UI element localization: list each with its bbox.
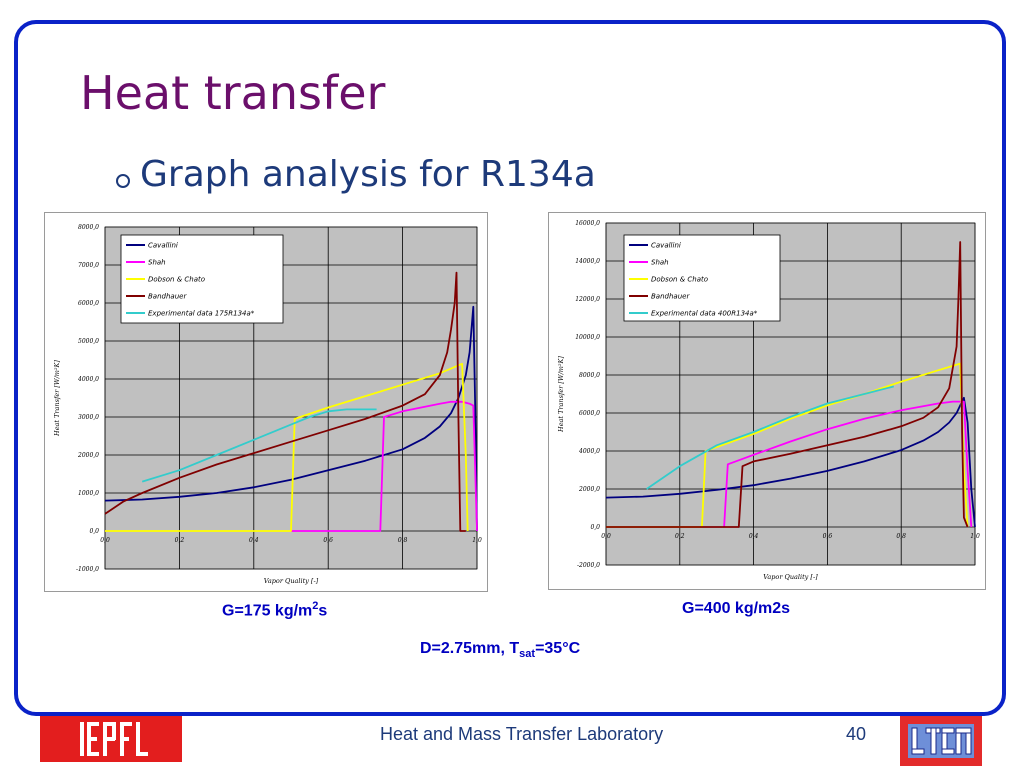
epfl-logo-mark <box>80 722 148 756</box>
x-tick-label: 0,2 <box>675 533 685 540</box>
x-tick-label: 0,0 <box>601 533 611 540</box>
page-number: 40 <box>846 724 867 744</box>
y-tick-label: 2000,0 <box>77 452 99 459</box>
legend-label: Dobson & Chato <box>148 276 205 284</box>
conditions-suffix: =35°C <box>535 640 581 657</box>
chart-left: -1000,0 0,0 1000,0 2000,0 3000,0 4000,0 5000,0… <box>44 212 488 592</box>
y-tick-label: 16000,0 <box>575 220 600 227</box>
y-tick-label: 6000,0 <box>579 410 600 417</box>
y-tick-label: 8000,0 <box>579 372 600 379</box>
y-tick-label: 0,0 <box>89 528 99 535</box>
x-tick-label: 1,0 <box>472 537 482 544</box>
legend-box <box>120 234 284 324</box>
y-tick-label: 5000,0 <box>78 338 99 345</box>
conditions-prefix: D=2.75mm, T <box>420 640 520 657</box>
series-line-4 <box>606 241 969 528</box>
bullet-text: Graph analysis for R134a <box>140 154 596 195</box>
ltcm-logo <box>900 716 982 766</box>
x-tick-label: 0,0 <box>100 537 110 544</box>
caption-left: G=175 kg/m2s <box>222 600 327 620</box>
legend-box <box>623 234 781 322</box>
chart-right: -2000,0 0,0 2000,0 4000,0 6000,0 8000,0 10000,… <box>548 212 986 590</box>
series-line-5 <box>646 385 895 490</box>
slide-title: Heat transfer <box>80 66 386 120</box>
y-tick-label: 2000,0 <box>578 486 600 493</box>
y-tick-label: 6000,0 <box>78 300 99 307</box>
x-tick-label: 1,0 <box>970 533 980 540</box>
y-tick-label: 4000,0 <box>77 376 99 383</box>
y-tick-label: 12000,0 <box>575 296 600 303</box>
y-tick-label: 14000,0 <box>575 258 600 265</box>
ltcm-logo-mark <box>908 724 974 758</box>
y-tick-label: -2000,0 <box>577 562 600 569</box>
legend-label: Shah <box>651 259 669 267</box>
caption-left-prefix: G=175 kg/m <box>222 602 313 620</box>
chart-left-svg: -1000,0 0,0 1000,0 2000,0 3000,0 4000,0 5000,0… <box>53 224 482 585</box>
epfl-logo <box>40 716 182 762</box>
legend-label: Cavallini <box>148 242 178 250</box>
conditions-sub: sat <box>519 648 536 661</box>
legend-label: Cavallini <box>651 242 681 250</box>
caption-left-sup: 2 <box>312 600 319 612</box>
y-tick-label: 1000,0 <box>78 490 99 497</box>
series-line-2 <box>723 400 973 528</box>
x-tick-label: 0,2 <box>175 537 185 544</box>
x-tick-label: 0,4 <box>249 537 259 544</box>
y-tick-label: 7000,0 <box>78 262 99 269</box>
series-line-2 <box>291 400 478 532</box>
y-tick-label: 10000,0 <box>575 334 600 341</box>
y-tick-label: 8000,0 <box>78 224 99 231</box>
series-line-1 <box>104 305 478 532</box>
series-line-4 <box>104 271 466 532</box>
x-tick-label: 0,6 <box>323 537 333 544</box>
x-tick-label: 0,6 <box>823 533 833 540</box>
y-tick-label: 3000,0 <box>78 414 99 421</box>
y-tick-label: -1000,0 <box>76 566 99 573</box>
y-tick-label: 4000,0 <box>578 448 600 455</box>
x-tick-label: 0,8 <box>896 533 906 540</box>
bullet-circle-icon <box>116 174 130 188</box>
y-axis-label: Heat Transfer [W/m²K] <box>557 356 565 433</box>
chart-right-svg: -2000,0 0,0 2000,0 4000,0 6000,0 8000,0 10000,… <box>557 220 980 581</box>
x-axis-label: Vapor Quality [-] <box>763 573 818 581</box>
legend-label: Experimental data 400R134a* <box>651 310 758 318</box>
y-tick-label: 0,0 <box>590 524 600 531</box>
y-axis-label: Heat Transfer [W/m²K] <box>53 360 61 437</box>
legend-label: Bandhauer <box>148 293 187 301</box>
series-line-3 <box>105 362 469 532</box>
legend-label: Shah <box>148 259 166 267</box>
x-tick-label: 0,8 <box>398 537 408 544</box>
x-tick-label: 0,4 <box>749 533 759 540</box>
legend-label: Dobson & Chato <box>651 276 708 284</box>
series-line-5 <box>141 408 377 483</box>
legend-label: Bandhauer <box>651 293 690 301</box>
x-axis-label: Vapor Quality [-] <box>264 577 319 585</box>
conditions-label: D=2.75mm, Tsat=35°C <box>420 640 580 660</box>
caption-right: G=400 kg/m2s <box>682 600 791 617</box>
legend-label: Experimental data 175R134a* <box>148 310 255 318</box>
footer-lab-name: Heat and Mass Transfer Laboratory <box>380 724 664 744</box>
caption-left-suffix: s <box>318 602 328 620</box>
